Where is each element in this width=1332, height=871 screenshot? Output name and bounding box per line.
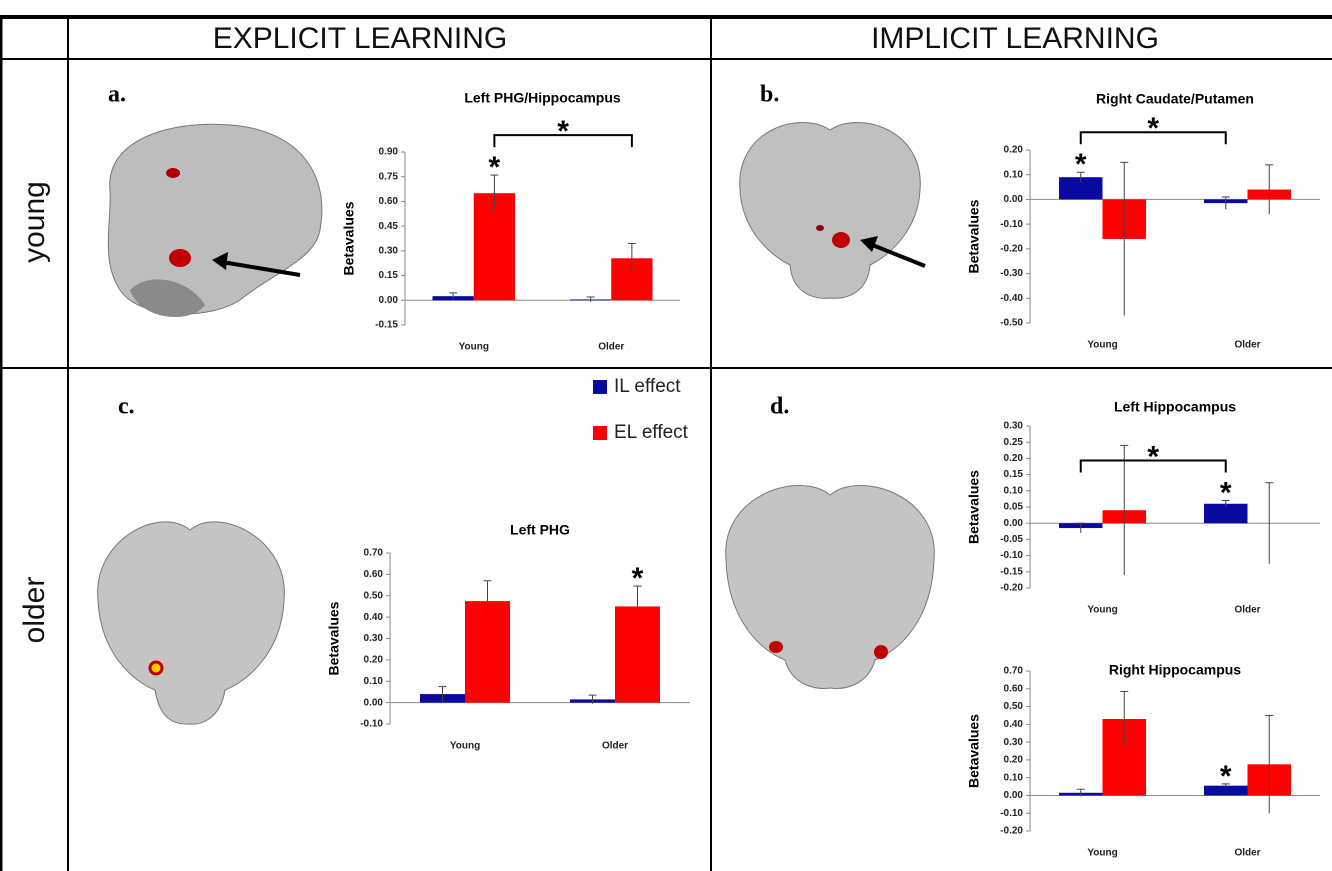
x-tick-label: Young [1087,605,1117,616]
y-tick-label: 0.10 [1004,169,1024,180]
x-tick-label: Older [1234,340,1260,351]
y-tick-label: -0.20 [1000,826,1023,837]
y-tick-label: 0.45 [379,221,399,232]
y-tick-label: 0.10 [1004,772,1024,783]
y-tick-label: 0.20 [1004,453,1024,464]
y-tick-label: -0.15 [375,320,398,331]
y-axis-title: Betavalues [326,601,342,675]
x-tick-label: Older [1234,848,1260,859]
y-tick-label: 0.40 [364,612,384,623]
chart-title: Left Hippocampus [1114,399,1236,415]
y-tick-label: 0.50 [364,590,384,601]
panel-label: b. [760,82,779,108]
y-tick-label: -0.50 [1000,318,1023,329]
y-tick-label: 0.20 [1004,755,1024,766]
legend-label: EL effect [614,422,689,443]
y-tick-label: 0.15 [1004,469,1024,480]
y-tick-label: 0.60 [379,196,399,207]
y-axis-title: Betavalues [341,201,357,275]
y-tick-label: -0.10 [360,719,383,730]
y-axis-title: Betavalues [966,470,982,544]
y-tick-label: 0.15 [379,270,399,281]
row-header: older [18,577,51,644]
legend-swatch [593,380,607,394]
y-tick-label: 0.00 [1004,790,1024,801]
y-tick-label: 0.70 [364,548,384,559]
significance-star: * [1220,760,1232,793]
y-tick-label: -0.30 [1000,268,1023,279]
x-tick-label: Young [1087,848,1117,859]
y-tick-label: -0.20 [1000,243,1023,254]
y-tick-label: 0.40 [1004,719,1024,730]
y-tick-label: 0.70 [1004,666,1024,677]
x-tick-label: Young [459,342,489,353]
y-tick-label: 0.25 [1004,437,1024,448]
chart-title: Right Hippocampus [1109,662,1241,678]
y-tick-label: 0.10 [1004,485,1024,496]
significance-star: * [1220,476,1232,509]
significance-star: * [1075,148,1087,181]
y-tick-label: 0.50 [1004,701,1024,712]
legend-swatch [593,426,607,440]
y-tick-label: -0.10 [1000,808,1023,819]
row-header: young [18,181,51,263]
significance-star: * [632,562,644,595]
y-tick-label: -0.05 [1000,534,1023,545]
y-tick-label: 0.75 [379,171,399,182]
x-tick-label: Young [450,741,480,752]
y-tick-label: 0.30 [379,245,399,256]
significance-star: * [557,115,569,148]
legend-label: IL effect [614,376,681,397]
y-tick-label: 0.60 [364,569,384,580]
x-tick-label: Older [1234,605,1260,616]
y-tick-label: 0.30 [1004,737,1024,748]
column-header: IMPLICIT LEARNING [871,22,1159,55]
y-tick-label: 0.30 [1004,421,1024,432]
chart-title: Left PHG/Hippocampus [464,90,621,106]
chart-title: Right Caudate/Putamen [1096,91,1254,107]
y-tick-label: 0.30 [364,633,384,644]
x-tick-label: Young [1087,340,1117,351]
y-tick-label: -0.15 [1000,566,1023,577]
significance-star: * [489,151,501,184]
y-tick-label: 0.00 [364,697,384,708]
y-tick-label: 0.05 [1004,502,1024,513]
y-tick-label: 0.60 [1004,683,1024,694]
panel-label: c. [118,394,135,420]
y-tick-label: 0.00 [379,295,399,306]
y-tick-label: 0.00 [1004,194,1024,205]
significance-star: * [1147,440,1159,473]
y-tick-label: -0.10 [1000,219,1023,230]
chart-title: Left PHG [510,522,570,538]
y-axis-title: Betavalues [966,199,982,273]
page: EXPLICIT LEARNING IMPLICIT LEARNING youn… [0,0,1332,871]
x-tick-label: Older [602,741,628,752]
y-tick-label: 0.20 [1004,145,1024,156]
y-tick-label: 0.10 [364,676,384,687]
y-tick-label: -0.20 [1000,583,1023,594]
significance-star: * [1147,112,1159,145]
y-tick-label: 0.20 [364,655,384,666]
y-tick-label: -0.10 [1000,550,1023,561]
y-axis-title: Betavalues [966,714,982,788]
panel-label: a. [108,82,126,108]
y-tick-label: -0.40 [1000,293,1023,304]
y-tick-label: 0.90 [379,147,399,158]
x-tick-label: Older [598,342,624,353]
column-header: EXPLICIT LEARNING [213,22,508,55]
figure: EXPLICIT LEARNING IMPLICIT LEARNING youn… [0,0,1332,871]
y-tick-label: 0.00 [1004,518,1024,529]
panel-label: d. [770,394,789,420]
